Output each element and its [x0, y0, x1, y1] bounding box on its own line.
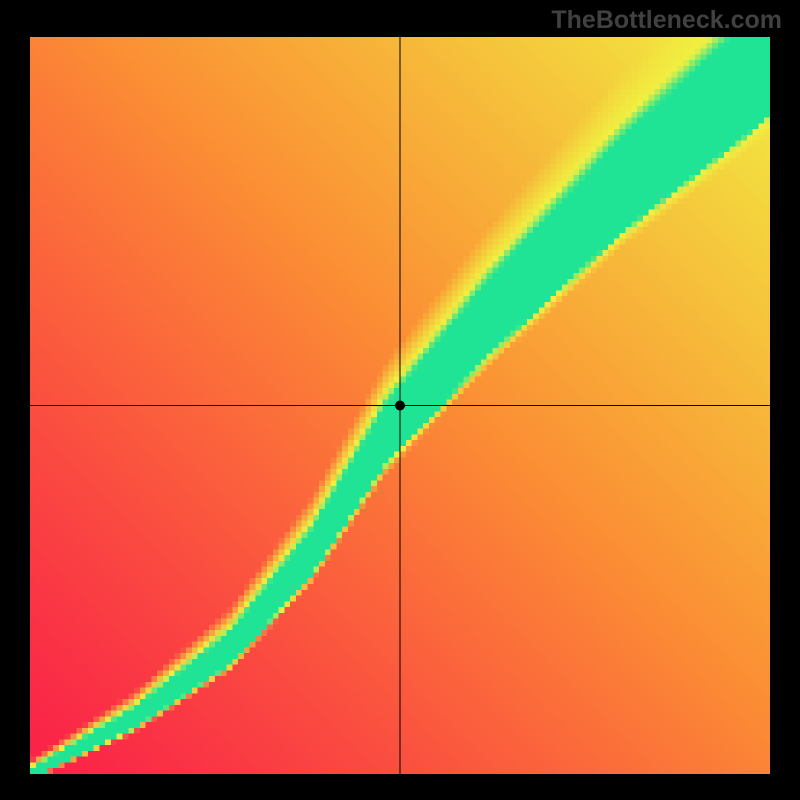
bottleneck-heatmap	[30, 37, 770, 774]
chart-frame: TheBottleneck.com	[0, 0, 800, 800]
watermark-text: TheBottleneck.com	[551, 6, 782, 35]
